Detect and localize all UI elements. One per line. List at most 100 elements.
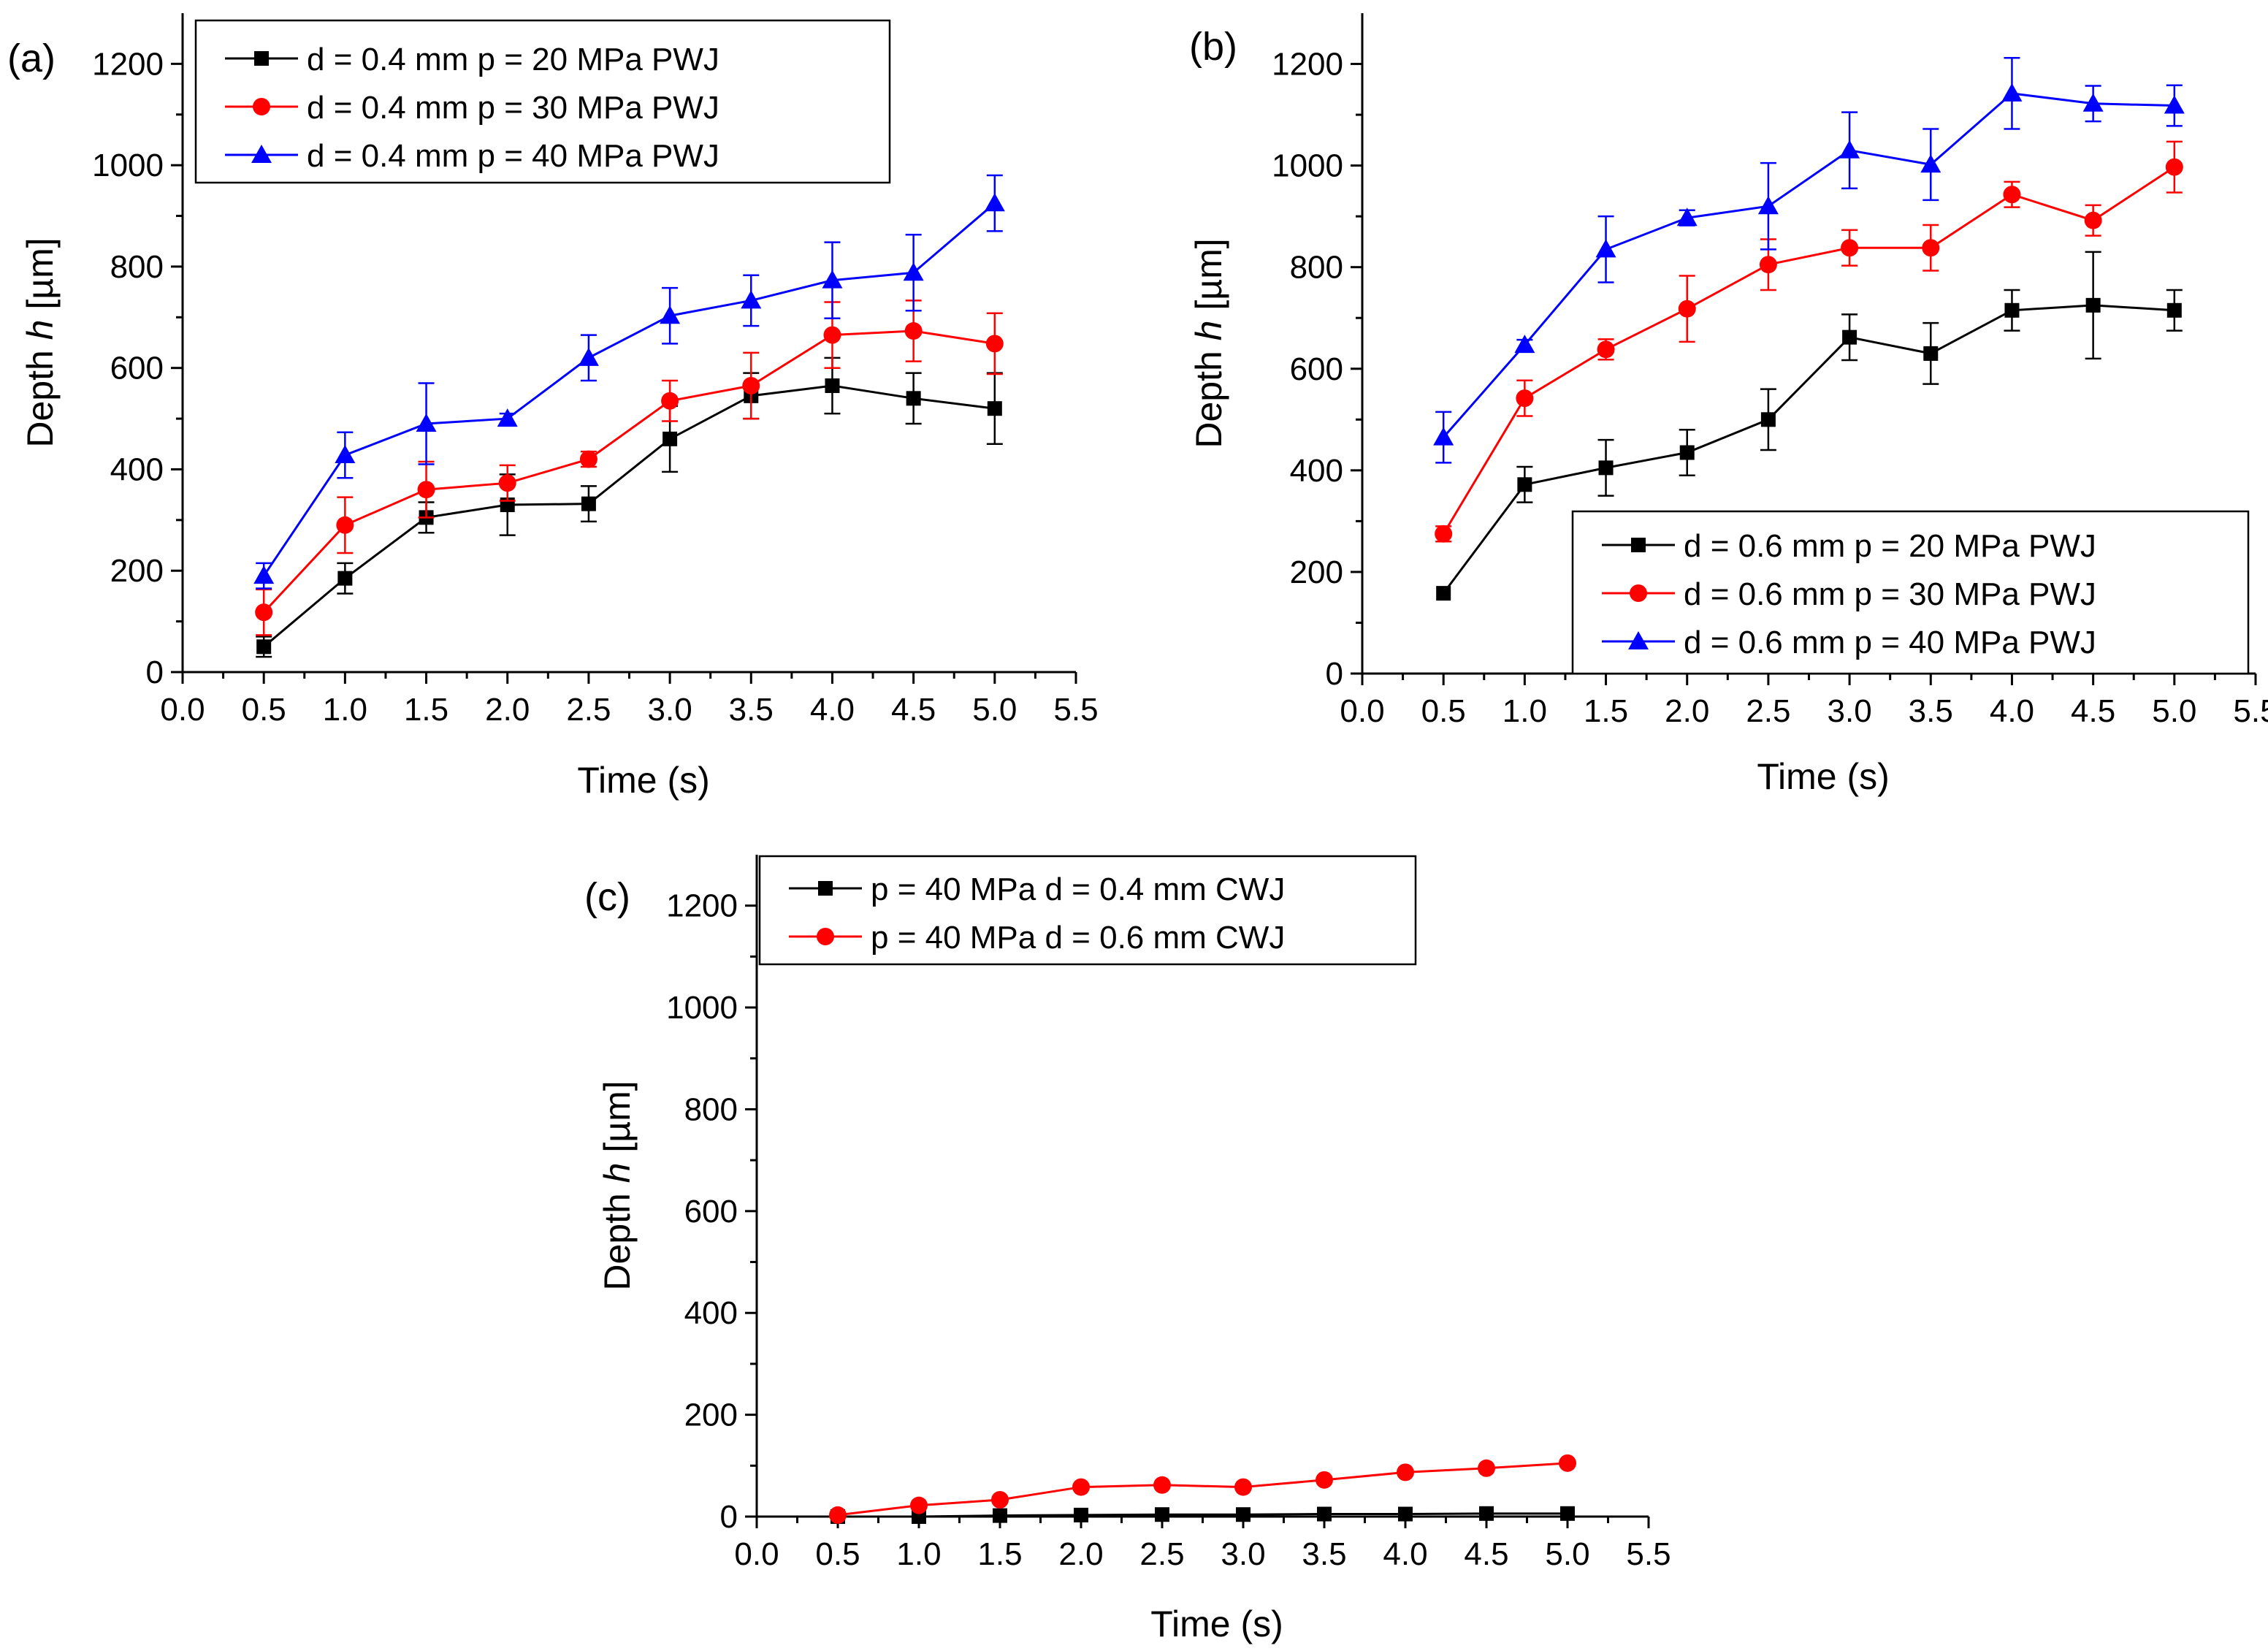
series-line: [262, 202, 996, 577]
x-tick-label: 1.0: [896, 1536, 941, 1572]
data-point: [1316, 1471, 1333, 1489]
data-point: [822, 270, 843, 289]
series-2: [1435, 140, 2183, 543]
data-point: [417, 481, 435, 499]
legend-label: d = 0.4 mm p = 20 MPa PWJ: [307, 42, 719, 77]
legend-marker: [251, 145, 272, 163]
x-tick-label: 0.5: [1421, 693, 1466, 729]
data-point: [1923, 346, 1939, 361]
x-tick-label: 4.5: [891, 692, 936, 728]
y-axis-title-unit: [µm]: [1188, 238, 1229, 320]
data-point: [1072, 1478, 1090, 1496]
data-point: [1842, 329, 1857, 345]
y-tick-label: 800: [1290, 250, 1343, 286]
x-tick-label: 4.5: [2071, 693, 2115, 729]
data-point: [660, 305, 681, 324]
series-1: [256, 356, 1003, 658]
legend-marker: [1631, 538, 1646, 552]
data-point: [581, 496, 596, 511]
y-tick-label: 600: [110, 351, 164, 386]
data-point: [2085, 297, 2101, 313]
x-tick-label: 2.5: [566, 692, 611, 728]
data-point: [1678, 300, 1696, 318]
y-axis-title-unit: [µm]: [20, 237, 61, 319]
data-point: [1398, 1506, 1413, 1522]
y-axis-title-prefix: Depth: [1188, 340, 1229, 448]
legend-marker: [253, 98, 270, 115]
legend: d = 0.6 mm p = 20 MPa PWJ d = 0.6 mm p = …: [1571, 510, 2250, 675]
y-axis-title-prefix: Depth: [597, 1183, 638, 1290]
y-tick-label: 200: [110, 553, 164, 589]
data-point: [2001, 83, 2023, 102]
data-point: [253, 565, 275, 584]
legend-label: d = 0.6 mm p = 20 MPa PWJ: [1684, 528, 2096, 564]
data-point: [1153, 1476, 1171, 1494]
x-tick-label: 5.0: [972, 692, 1017, 728]
data-point: [1436, 586, 1451, 601]
series-1: [1436, 251, 2183, 601]
x-tick-label: 3.0: [1828, 693, 1872, 729]
x-tick-label: 4.0: [1990, 693, 2034, 729]
data-point: [1234, 1478, 1252, 1496]
y-tick-label: 1000: [92, 148, 164, 183]
data-point: [335, 445, 356, 464]
data-point: [1598, 460, 1614, 476]
panel-label: (b): [1189, 25, 1237, 69]
data-point: [1478, 1459, 1495, 1477]
y-axis-title-variable: h: [1188, 321, 1229, 341]
chart-panel-1: 0 200 400 600 800 1000 1200 0.0 0.5 1.0 1.5 2.0 2.5 3…: [7, 13, 1099, 801]
series-line: [837, 1462, 1568, 1517]
data-point: [1236, 1507, 1251, 1522]
x-tick-label: 5.5: [1626, 1536, 1671, 1572]
data-point: [1759, 256, 1777, 274]
legend-marker: [818, 881, 833, 896]
legend-marker: [817, 928, 834, 945]
data-point: [2084, 211, 2102, 229]
data-point: [1922, 239, 1940, 257]
data-point: [1433, 427, 1454, 446]
x-tick-label: 3.0: [1221, 1536, 1265, 1572]
y-axis-title: Depth h [µm]: [1188, 238, 1229, 448]
y-tick-label: 400: [684, 1295, 738, 1331]
y-tick-label: 600: [684, 1194, 738, 1229]
data-point: [1760, 412, 1776, 427]
y-tick-label: 400: [1290, 453, 1343, 489]
x-tick-label: 4.5: [1464, 1536, 1508, 1572]
y-axis-title-variable: h: [20, 320, 61, 340]
data-point: [985, 335, 1004, 353]
data-point: [578, 347, 599, 366]
legend-label: p = 40 MPa d = 0.6 mm CWJ: [871, 920, 1285, 956]
data-point: [829, 1506, 847, 1524]
data-point: [825, 378, 840, 393]
data-point: [1155, 1507, 1169, 1522]
series-line: [263, 384, 996, 648]
legend-label: d = 0.6 mm p = 30 MPa PWJ: [1684, 576, 2096, 612]
series-line: [1443, 92, 2175, 438]
series-line: [263, 329, 996, 614]
data-point: [906, 391, 921, 406]
y-tick-label: 0: [146, 655, 164, 690]
x-tick-label: 1.0: [323, 692, 367, 728]
x-tick-label: 0.0: [1340, 693, 1384, 729]
data-point: [1920, 154, 1941, 173]
data-point: [661, 392, 679, 410]
x-axis-title: Time (s): [577, 760, 709, 801]
data-point: [2164, 95, 2185, 114]
data-point: [1559, 1454, 1576, 1472]
chart-panel-2: 0 200 400 600 800 1000 1200 0.0 0.5 1.0 1.5 2.0 2.5 3…: [1188, 13, 2268, 797]
data-point: [742, 376, 760, 394]
y-tick-label: 0: [1326, 656, 1343, 692]
x-tick-label: 3.5: [1909, 693, 1953, 729]
series-line: [1442, 304, 2175, 595]
x-tick-label: 3.5: [1302, 1536, 1346, 1572]
panel-label: (c): [584, 875, 630, 919]
x-tick-label: 0.5: [815, 1536, 860, 1572]
series-3: [253, 174, 1005, 590]
x-tick-label: 0.0: [160, 692, 205, 728]
x-tick-label: 0.0: [734, 1536, 779, 1572]
y-tick-label: 600: [1290, 351, 1343, 387]
x-tick-label: 3.0: [648, 692, 692, 728]
data-point: [1679, 445, 1695, 460]
legend-marker: [1630, 584, 1647, 602]
